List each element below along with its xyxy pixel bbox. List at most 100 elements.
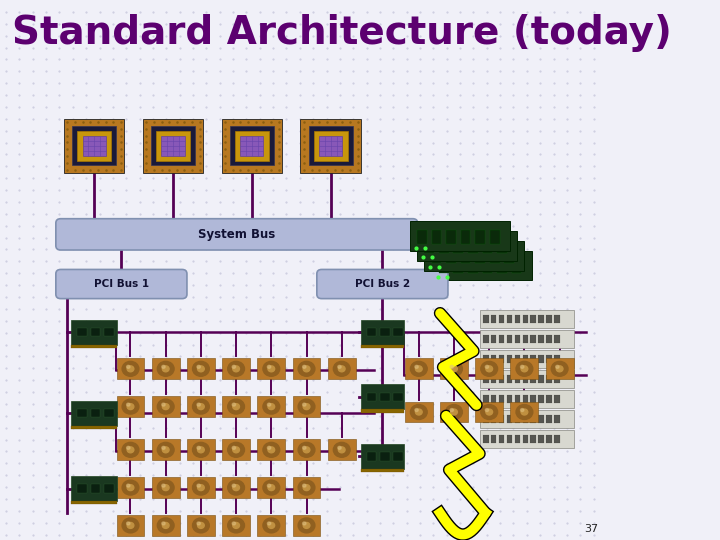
Circle shape	[268, 447, 274, 453]
Bar	[499, 395, 505, 403]
Circle shape	[197, 522, 204, 529]
Bar	[91, 328, 101, 336]
Circle shape	[333, 442, 350, 457]
Circle shape	[486, 366, 492, 372]
Text: PCI Bus 2: PCI Bus 2	[355, 279, 410, 289]
Circle shape	[162, 403, 169, 410]
Circle shape	[158, 518, 174, 533]
Bar	[117, 396, 145, 417]
Circle shape	[485, 366, 489, 368]
Bar	[222, 477, 250, 498]
Bar	[515, 335, 520, 343]
Bar	[546, 375, 552, 383]
Bar	[235, 131, 269, 161]
Circle shape	[486, 409, 492, 415]
Bar	[510, 359, 539, 379]
Bar	[546, 315, 552, 323]
Circle shape	[557, 366, 563, 372]
Bar	[117, 477, 145, 498]
Circle shape	[192, 361, 210, 376]
Circle shape	[122, 442, 139, 457]
Bar	[480, 430, 574, 448]
Bar	[507, 395, 512, 403]
Bar	[454, 239, 463, 253]
Bar	[491, 355, 497, 363]
Bar	[380, 452, 390, 461]
Bar	[300, 119, 361, 173]
Bar	[475, 359, 503, 379]
Bar	[539, 335, 544, 343]
Circle shape	[263, 442, 279, 457]
Circle shape	[298, 480, 315, 495]
Bar	[257, 396, 285, 417]
Circle shape	[303, 447, 310, 453]
Bar	[257, 515, 285, 536]
Bar	[546, 335, 552, 343]
Circle shape	[302, 522, 306, 525]
FancyBboxPatch shape	[56, 269, 187, 299]
Bar	[546, 359, 574, 379]
Bar	[240, 136, 264, 156]
Bar	[161, 136, 184, 156]
Bar	[554, 355, 559, 363]
Circle shape	[228, 480, 245, 495]
Bar	[446, 230, 456, 244]
Bar	[515, 435, 520, 443]
FancyBboxPatch shape	[317, 269, 448, 299]
Circle shape	[233, 366, 240, 372]
Circle shape	[521, 409, 524, 411]
Bar	[499, 355, 505, 363]
Bar	[187, 440, 215, 460]
Circle shape	[197, 522, 200, 525]
Bar	[438, 259, 449, 273]
Circle shape	[122, 399, 139, 414]
Circle shape	[450, 366, 454, 368]
Bar	[77, 131, 111, 161]
Circle shape	[162, 484, 169, 491]
Bar	[461, 230, 470, 244]
Bar	[507, 315, 512, 323]
Bar	[64, 119, 125, 173]
Circle shape	[516, 404, 533, 420]
Circle shape	[516, 361, 533, 376]
Bar	[91, 409, 101, 417]
Text: PCI Bus 1: PCI Bus 1	[94, 279, 149, 289]
Circle shape	[233, 447, 235, 449]
Circle shape	[197, 366, 200, 368]
Bar	[468, 259, 477, 273]
Circle shape	[268, 366, 274, 372]
Bar	[438, 239, 449, 253]
Bar	[461, 249, 470, 263]
Bar	[483, 415, 489, 423]
Bar	[187, 359, 215, 379]
Bar	[507, 435, 512, 443]
Circle shape	[338, 447, 341, 449]
Bar	[187, 477, 215, 498]
Circle shape	[267, 484, 271, 487]
Circle shape	[338, 447, 345, 453]
Bar	[482, 239, 492, 253]
Bar	[431, 230, 441, 244]
Bar	[71, 345, 117, 348]
Bar	[417, 231, 517, 261]
Bar	[499, 335, 505, 343]
Bar	[480, 350, 574, 368]
Bar	[71, 501, 117, 504]
Circle shape	[197, 447, 204, 453]
Bar	[480, 310, 574, 328]
Bar	[361, 444, 404, 469]
Bar	[230, 126, 274, 165]
Bar	[499, 315, 505, 323]
Circle shape	[481, 361, 498, 376]
Bar	[491, 335, 497, 343]
Circle shape	[450, 409, 454, 411]
Bar	[257, 477, 285, 498]
Circle shape	[127, 522, 134, 529]
Bar	[531, 375, 536, 383]
Circle shape	[158, 442, 174, 457]
Bar	[222, 359, 250, 379]
Circle shape	[267, 366, 271, 368]
Bar	[499, 415, 505, 423]
Bar	[523, 395, 528, 403]
Bar	[328, 440, 356, 460]
